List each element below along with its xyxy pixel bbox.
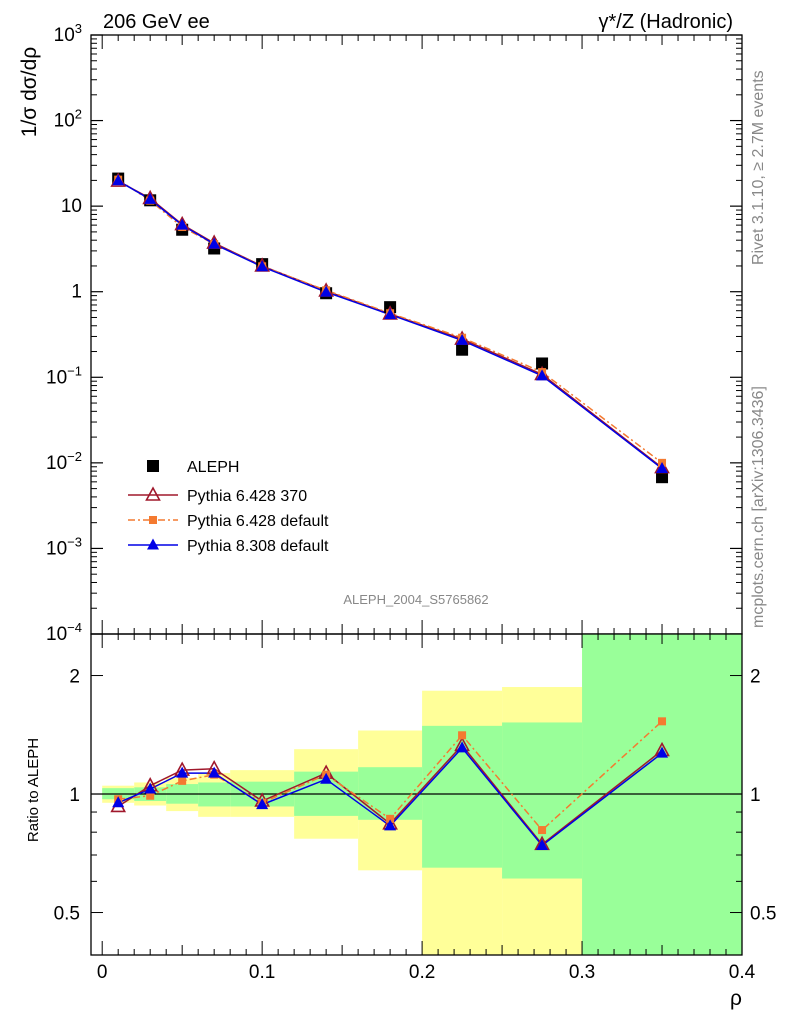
- x-tick-label: 0.2: [409, 962, 435, 983]
- y-tick-exponent: 3: [75, 21, 82, 36]
- y-tick-exponent: −2: [67, 449, 82, 464]
- x-axis-label: ρ: [730, 987, 742, 1010]
- y-tick-label: 10−4: [46, 620, 82, 645]
- legend-marker-data: [147, 460, 159, 472]
- ratio-point-py6_default: [178, 776, 187, 785]
- ratio-y-axis-label: Ratio to ALEPH: [25, 738, 42, 842]
- legend-marker-py6_370: [145, 486, 161, 501]
- point-py8_default: [456, 333, 469, 345]
- legend-label: Pythia 8.308 default: [187, 538, 329, 555]
- ratio-point-py8_default: [656, 746, 669, 758]
- ratio-point-py6_default: [538, 826, 547, 835]
- y-tick-label: 10−2: [46, 449, 82, 474]
- x-tick-label: 0.3: [569, 962, 595, 983]
- point-py8_default: [384, 308, 397, 320]
- ratio-point-py8_default: [208, 766, 221, 778]
- legend-marker-py8_default: [147, 538, 159, 550]
- series-line-py6_default: [117, 178, 663, 464]
- ratio-y-tick-label-right: 2: [750, 667, 761, 688]
- rivet-label: Rivet 3.1.10, ≥ 2.7M events: [750, 70, 767, 265]
- ratio-y-tick-label-left: 1: [69, 785, 80, 806]
- ratio-point-py8_default: [144, 782, 157, 794]
- ratio-y-tick-label-right: 0.5: [750, 904, 776, 925]
- ratio-line-py6_default: [118, 720, 663, 832]
- point-py8_default: [144, 192, 157, 204]
- series-line-py6_370: [117, 180, 663, 469]
- ratio-y-tick-label-right: 1: [750, 785, 761, 806]
- ratio-point-py8_default: [176, 766, 189, 778]
- point-py8_default: [112, 174, 125, 186]
- header-right: γ*/Z (Hadronic): [599, 11, 733, 33]
- ratio-point-py8_default: [536, 839, 549, 851]
- point-data: [536, 357, 549, 370]
- point-data: [456, 343, 469, 356]
- ratio-y-tick-label-left: 2: [69, 667, 80, 688]
- y-tick-label: 10−1: [46, 363, 82, 388]
- point-py8_default: [176, 218, 189, 230]
- x-tick-label: 0.1: [249, 962, 275, 983]
- ratio-line-py8_default: [117, 746, 663, 847]
- legend-marker-py6_default: [149, 516, 157, 524]
- y-tick-exponent: 2: [75, 107, 82, 122]
- ratio-point-py6_default: [658, 717, 667, 726]
- y-tick-label: 103: [54, 21, 82, 46]
- series-line-py8_default: [117, 180, 663, 470]
- x-tick-label: 0: [97, 962, 108, 983]
- point-data: [656, 471, 669, 484]
- ratio-line-py6_370: [117, 744, 663, 846]
- uncertainty-band-inner: [502, 722, 583, 879]
- y-tick-exponent: −1: [67, 363, 82, 378]
- ratio-y-tick-label-left: 0.5: [54, 904, 80, 925]
- legend-label: Pythia 6.428 370: [187, 488, 307, 505]
- header-left: 206 GeV ee: [103, 11, 210, 33]
- ratio-point-py8_default: [112, 796, 125, 808]
- y-tick-label: 1: [71, 282, 82, 303]
- legend-label: ALEPH: [187, 459, 239, 476]
- point-py8_default: [656, 461, 669, 473]
- ratio-point-py8_default: [384, 819, 397, 831]
- ratio-point-py8_default: [456, 741, 469, 753]
- mcplots-label: mcplots.cern.ch [arXiv:1306.3436]: [750, 386, 767, 628]
- watermark: ALEPH_2004_S5765862: [343, 592, 488, 607]
- y-tick-exponent: −4: [67, 620, 82, 635]
- point-py8_default: [256, 260, 269, 272]
- y-tick-label: 102: [54, 107, 82, 132]
- y-tick-exponent: −3: [67, 534, 82, 549]
- y-axis-label: 1/σ dσ/dρ: [18, 47, 41, 137]
- ratio-point-py6_default: [386, 814, 395, 823]
- ratio-point-py8_default: [320, 772, 333, 784]
- ratio-point-py6_default: [146, 791, 155, 800]
- point-py8_default: [320, 285, 333, 297]
- legend-label: Pythia 6.428 default: [187, 513, 329, 530]
- y-tick-label: 10: [61, 196, 82, 217]
- point-py8_default: [208, 237, 221, 249]
- legend: ALEPH Pythia 6.428 370 Pythia 6.428 defaul…: [128, 459, 329, 555]
- ratio-point-py6_default: [458, 731, 467, 740]
- y-tick-label: 10−3: [46, 534, 82, 559]
- point-py8_default: [536, 369, 549, 381]
- x-tick-label: 0.4: [729, 962, 756, 983]
- ratio-point-py8_default: [256, 798, 269, 810]
- ratio-panel: 0.5 0.5 1 1 2 2 0 0.1 0.2 0.3 0.4 Ratio to ALEPH ρ: [25, 633, 776, 1010]
